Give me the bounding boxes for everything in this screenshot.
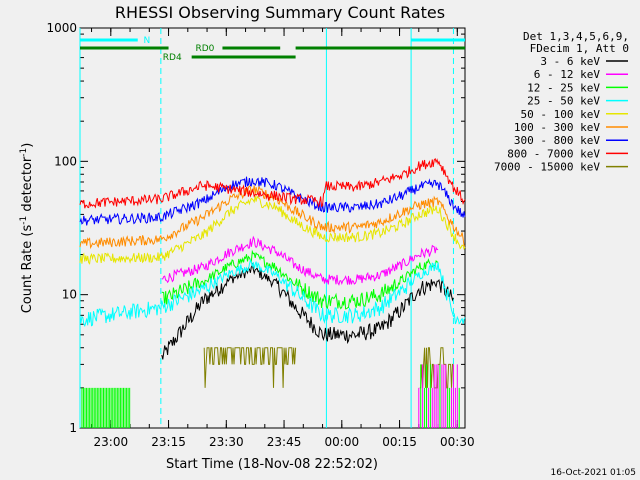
series-line: [161, 235, 439, 286]
y-axis-label: Count Rate (s-1 detector-1): [19, 143, 35, 314]
series-line: [79, 176, 466, 226]
legend: Det 1,3,4,5,6,9, FDecim 1, Att 0 3 - 6 k…: [494, 30, 629, 174]
mode-bar-layer: N RD0 RD4: [80, 36, 465, 63]
legend-entry-label: 300 - 800 keV: [514, 134, 600, 147]
legend-entry-label: 3 - 6 keV: [540, 55, 600, 68]
y-label-part-3: ): [20, 143, 35, 148]
x-axis-label: Start Time (18-Nov-08 22:52:02): [166, 457, 378, 472]
baseline-spikes: [81, 364, 460, 428]
legend-entry-label: 100 - 300 keV: [514, 121, 600, 134]
series-800-7000keV: [79, 157, 466, 209]
tick-layer: 1 10 100 1000 23:00 23:15 23:30 23:45 00:00 00:15…: [46, 21, 474, 449]
series-300-800keV: [79, 176, 466, 226]
y-label-sup-2: -1: [19, 148, 29, 157]
legend-entry-label: 12 - 25 keV: [527, 81, 600, 94]
legend-entry-label: 800 - 7000 keV: [507, 147, 600, 160]
series-3-6keV: [161, 262, 454, 360]
mode-label-rd0: RD0: [196, 44, 215, 54]
series-layer: [79, 157, 466, 428]
y-tick-label: 1000: [46, 21, 77, 35]
x-tick-label: 23:15: [151, 435, 186, 449]
y-label-sup-1: -1: [19, 216, 29, 225]
x-tick-label: 00:15: [382, 435, 417, 449]
legend-entry-label: 50 - 100 keV: [521, 108, 601, 121]
x-tick-label: 23:00: [94, 435, 129, 449]
y-label-part-2: detector: [20, 156, 35, 216]
x-tick-label: 23:30: [209, 435, 244, 449]
series-50-100keV: [79, 195, 466, 265]
series-line: [161, 249, 439, 310]
y-tick-label: 10: [62, 288, 77, 302]
mode-label-n: N: [144, 36, 151, 46]
x-tick-label: 00:30: [440, 435, 475, 449]
y-tick-label: 100: [54, 154, 77, 168]
series-line: [79, 195, 466, 265]
series-6-12keV: [161, 235, 439, 286]
legend-header-line-1: Det 1,3,4,5,6,9,: [523, 30, 629, 43]
series-line: [79, 157, 466, 209]
series-line: [79, 258, 466, 328]
y-tick-label: 1: [69, 421, 77, 435]
mode-label-rd4: RD4: [163, 53, 182, 63]
x-tick-label: 23:45: [267, 435, 302, 449]
series-25-50keV: [79, 258, 466, 328]
series-line: [161, 262, 454, 360]
legend-entry-label: 7000 - 15000 keV: [494, 161, 600, 174]
legend-header-line-2: FDecim 1, Att 0: [530, 42, 629, 55]
legend-entry-label: 6 - 12 keV: [534, 68, 601, 81]
y-label-part-1: Count Rate (s: [20, 225, 35, 314]
series-12-25keV: [161, 249, 439, 310]
chart-title: RHESSI Observing Summary Count Rates: [115, 3, 445, 22]
generation-timestamp: 16-Oct-2021 01:05: [551, 468, 636, 478]
x-tick-label: 00:00: [325, 435, 360, 449]
legend-entry-label: 25 - 50 keV: [527, 95, 600, 108]
